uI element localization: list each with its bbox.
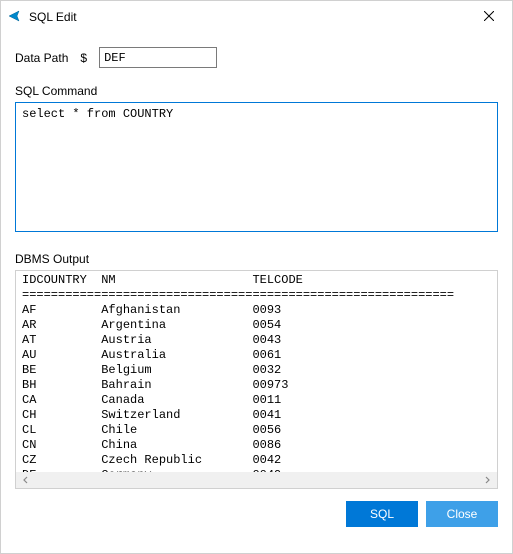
sql-command-input[interactable] <box>15 102 498 232</box>
app-icon <box>7 8 23 27</box>
dbms-output-scroll[interactable]: IDCOUNTRY NM TELCODE ===================… <box>16 271 497 472</box>
window-title: SQL Edit <box>29 10 77 24</box>
content-area: Data Path $ SQL Command DBMS Output IDCO… <box>1 33 512 553</box>
scroll-right-icon <box>479 473 495 487</box>
sql-button[interactable]: SQL <box>346 501 418 527</box>
close-button[interactable]: Close <box>426 501 498 527</box>
scroll-left-icon <box>18 473 34 487</box>
titlebar-left: SQL Edit <box>7 8 77 27</box>
dbms-output-label: DBMS Output <box>15 252 498 266</box>
dbms-output-box: IDCOUNTRY NM TELCODE ===================… <box>15 270 498 489</box>
datapath-symbol: $ <box>80 51 87 65</box>
horizontal-scrollbar[interactable] <box>16 472 497 488</box>
datapath-input[interactable] <box>99 47 217 68</box>
window: SQL Edit Data Path $ SQL Command DBMS Ou… <box>0 0 513 554</box>
close-window-button[interactable] <box>474 5 504 29</box>
datapath-label: Data Path <box>15 51 68 65</box>
titlebar: SQL Edit <box>1 1 512 33</box>
button-row: SQL Close <box>15 501 498 527</box>
close-icon <box>484 10 494 24</box>
dbms-output-text: IDCOUNTRY NM TELCODE ===================… <box>22 273 493 472</box>
dbms-section: DBMS Output IDCOUNTRY NM TELCODE =======… <box>15 252 498 489</box>
datapath-row: Data Path $ <box>15 47 498 68</box>
sql-command-label: SQL Command <box>15 84 498 98</box>
